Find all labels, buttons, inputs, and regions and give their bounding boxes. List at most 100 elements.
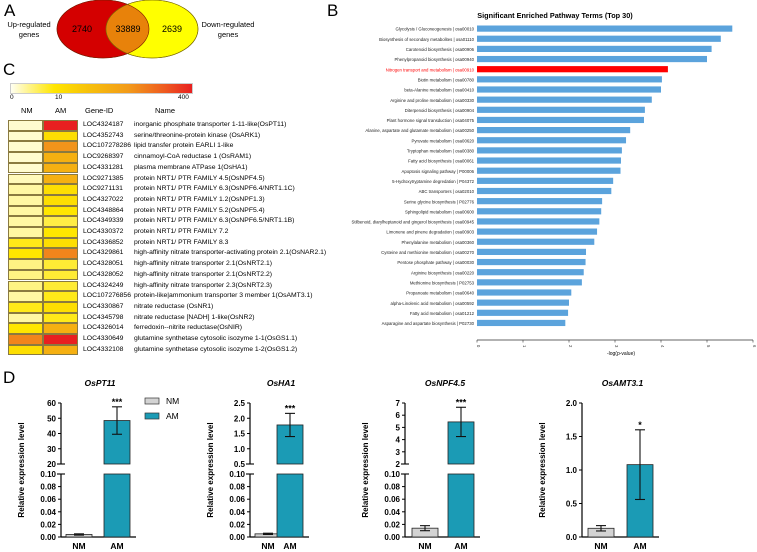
panel-b-letter: B	[327, 1, 339, 20]
y-tick-label: 0.02	[384, 520, 400, 529]
heatmap-cell-nm	[8, 205, 43, 217]
chart-title: OsPT11	[84, 378, 115, 388]
gene-id: LOC4349339	[83, 217, 124, 225]
pathway-bar	[477, 279, 582, 286]
y-tick-label: 2	[396, 460, 401, 469]
heatmap-cell-am	[43, 334, 78, 345]
pathway-label: Tryptophan metabolism | osa00380	[407, 149, 475, 154]
heatmap-cell-am	[43, 194, 78, 206]
heatmap-cell-am	[43, 130, 78, 142]
y-tick-label: 0.02	[229, 520, 245, 529]
pathway-bar	[477, 258, 586, 266]
gene-id: LOC4352743	[83, 131, 124, 139]
heatmap-row: LOC4331281 plasma membrane ATPase 1(OsHA1…	[8, 162, 348, 174]
y-tick-label: 0.08	[229, 483, 245, 492]
y-tick-label: 0.00	[40, 533, 56, 542]
pathway-label: ABC transporters | osa02010	[419, 189, 475, 194]
heatmap-cell-am	[43, 237, 78, 249]
panel-c-letter: C	[3, 60, 16, 79]
heatmap-cell-am	[43, 259, 78, 270]
y-tick-label: 40	[47, 430, 56, 439]
pathway-label: Alanine, aspartate and glutamate metabol…	[365, 128, 474, 133]
y-tick-label: 1.5	[234, 430, 246, 439]
heatmap-row: LOC4324249 high-affinity nitrate transpor…	[8, 280, 348, 292]
gene-name: protein NRT1/ PTR FAMILY 8.3	[134, 238, 229, 246]
y-tick-label: 0.10	[229, 470, 245, 479]
heatmap-row: LOC4328052 high-affinity nitrate transpor…	[8, 269, 348, 281]
pathway-bar	[477, 66, 668, 73]
y-tick-label: 2.5	[234, 399, 246, 408]
heatmap-cell-am	[43, 152, 78, 163]
heatmap-cell-nm	[8, 141, 43, 153]
venn-overlap	[106, 0, 149, 58]
gene-id: LOC4328051	[83, 260, 124, 268]
y-tick-label: 0.5	[566, 500, 578, 509]
y-tick-label: 0.10	[384, 470, 400, 479]
pathway-label: Limonene and pinene degradation | osa009…	[386, 230, 474, 235]
colorbar-min-label: 0	[10, 94, 14, 101]
gene-name: nitrate reductase [NADH] 1-like(OsNR2)	[134, 313, 255, 321]
gene-name: protein NRT1/ PTR FAMILY 6.3(OsNPF6.4/NR…	[134, 185, 295, 193]
pathway-bar	[477, 157, 621, 164]
gene-name: protein NRT1/ PTR FAMILY 1.2(OsNPF1.3)	[134, 195, 265, 203]
heatmap-colorbar	[10, 83, 193, 94]
heatmap-row: LOC9268397 cinnamoyl-CoA reductase 1 (OsR…	[8, 152, 348, 163]
pathway-bar	[477, 248, 587, 255]
venn-overlap-count: 33889	[115, 24, 140, 34]
pathway-label: Apoptosis signaling pathway | P00006	[401, 169, 474, 174]
gene-id: LOC107276856	[83, 292, 131, 300]
heatmap-row: LOC4352743 serine/threonine-protein kinas…	[8, 130, 348, 142]
heatmap-cell-am	[43, 301, 78, 313]
pathway-label: Biotin metabolism | osa00780	[418, 77, 475, 82]
y-tick-label: 0.5	[234, 460, 246, 469]
heatmap-row: LOC4336852 protein NRT1/ PTR FAMILY 8.3	[8, 237, 348, 249]
gene-id: LOC4324187	[83, 121, 124, 128]
pathway-bar	[477, 147, 622, 154]
venn-right-label: Down-regulated genes	[196, 20, 260, 40]
legend-label-nm: NM	[166, 396, 179, 406]
y-tick-label: 0.06	[384, 495, 400, 504]
column-header-gene-id: Gene-ID	[85, 106, 114, 115]
pathway-label: Glycolysis / Gluconeogenesis | osa00010	[395, 27, 474, 32]
significance-marker: ***	[112, 397, 123, 407]
heatmap-cell-nm	[8, 248, 43, 260]
expression-chart-osnpf45: OsNPF4.5 Relative expression level 2 3 4 5 6 7 0…	[361, 378, 480, 551]
pathway-bar	[477, 127, 631, 134]
y-tick-label: 1.0	[566, 466, 578, 475]
legend-swatch-am	[144, 412, 160, 420]
y-tick-label: 7	[396, 399, 401, 408]
heatmap-row: LOC9271385 protein NRT1/ PTR FAMILY 4.5(O…	[8, 173, 348, 185]
heatmap-row: LOC4326014 ferredoxin--nitrite reductase(…	[8, 323, 348, 334]
pathway-label: Phenylpropanoid biosynthesis | osa00940	[395, 57, 475, 62]
gene-name: inorganic phosphate transporter 1-11-lik…	[134, 121, 287, 128]
heatmap-row: LOC4330867 nitrate reductase (OsNR1)	[8, 301, 348, 313]
bar-am-lower	[447, 473, 475, 538]
pathway-bar	[477, 116, 644, 124]
heatmap-row: LOC4349339 protein NRT1/ PTR FAMILY 6.3(O…	[8, 216, 348, 227]
heatmap-row: LOC4332108 glutamine synthetase cytosolic…	[8, 344, 348, 356]
chart-title: OsAMT3.1	[602, 378, 644, 388]
pathway-label: beta-Alanine metabolism | osa00410	[404, 88, 474, 93]
heatmap-cell-nm	[8, 120, 43, 131]
pathway-bar	[477, 187, 612, 195]
chart-title: OsHA1	[267, 378, 296, 388]
x-tick-label: NM	[594, 541, 607, 551]
gene-name: glutamine synthetase cytosolic isozyme 1…	[134, 335, 298, 342]
x-tick-label: NM	[72, 541, 85, 551]
heatmap-row: LOC4330372 protein NRT1/ PTR FAMILY 7.2	[8, 227, 348, 238]
pathway-label: 5-Hydroxytryptamine degredation | P04372	[392, 179, 474, 184]
bar-am-lower	[103, 473, 131, 538]
gene-name: protein NRT1/ PTR FAMILY 5.2(OsNPF5.4)	[134, 206, 265, 214]
significance-marker: *	[638, 420, 642, 430]
column-header-am: AM	[55, 106, 67, 115]
venn-left-label-line2: genes	[18, 30, 40, 39]
pathway-bar	[477, 106, 645, 113]
heatmap-cell-nm	[8, 194, 43, 206]
gene-id: LOC4345798	[83, 313, 124, 321]
pathway-label: Pentose phosphate pathway | osa00030	[397, 260, 474, 265]
gene-id: LOC4330372	[83, 228, 124, 235]
pathway-bar	[477, 208, 602, 215]
pathway-chart-title: Significant Enriched Pathway Terms (Top …	[477, 11, 633, 20]
pathway-x-tick-label: 0	[476, 345, 481, 348]
gene-name: nitrate reductase (OsNR1)	[134, 302, 214, 310]
